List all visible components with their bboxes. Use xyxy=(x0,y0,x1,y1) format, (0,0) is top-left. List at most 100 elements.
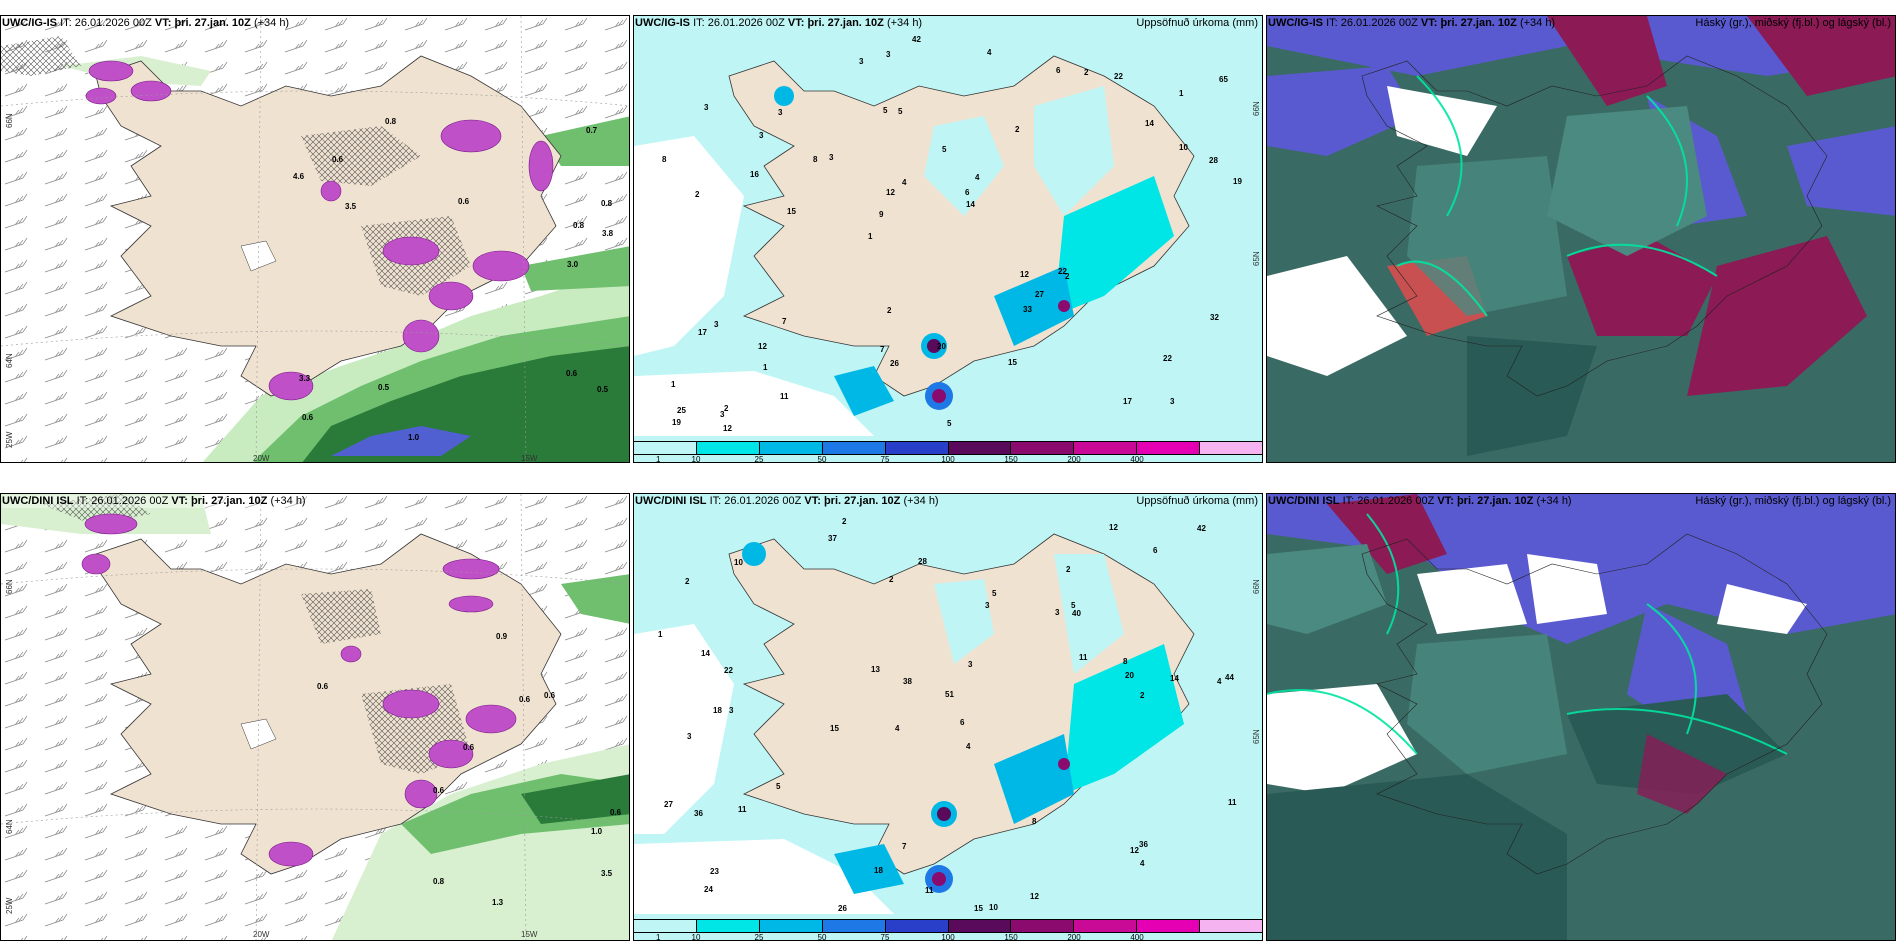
colorbar-swatch xyxy=(885,920,949,932)
value-label: 19 xyxy=(672,418,681,427)
value-label: 2 xyxy=(1066,565,1071,574)
value-label: 2 xyxy=(842,517,847,526)
value-label: 6 xyxy=(1153,546,1158,555)
value-label: 11 xyxy=(780,392,789,401)
colorbar-swatch xyxy=(1011,920,1075,932)
colorbar-label: 1 xyxy=(655,933,661,942)
value-label: 8 xyxy=(662,155,667,164)
vt-value: þri. 27.jan. 10Z xyxy=(1456,495,1534,507)
value-label: 12 xyxy=(1130,846,1139,855)
value-label: 25 xyxy=(677,406,686,415)
colorbar-label: 50 xyxy=(817,455,827,464)
map-dini-precip[interactable]: 2 2 4 4 4 3 2 3 3 3 51 24 37 15 15 10 7 12 11 5 22 18 44 14 27 14… xyxy=(633,493,1263,941)
value-label: 3 xyxy=(829,153,834,162)
colorbar-swatch xyxy=(759,920,823,932)
colorbar-swatch xyxy=(1200,920,1263,932)
value-label: 0.5 xyxy=(378,383,390,392)
value-label: 0.6 xyxy=(610,808,622,817)
value-label: 1 xyxy=(763,363,768,372)
map-dini-clouds[interactable]: UWC/DINI ISL IT: 26.01.2026 00Z VT: þri.… xyxy=(1266,493,1896,941)
colorbar-swatch xyxy=(696,442,760,454)
lead-time: (+34 h) xyxy=(903,495,939,507)
value-label: 16 xyxy=(750,170,759,179)
panel-ig-clouds: UWC/IG-IS IT: 26.01.2026 00Z VT: þri. 27… xyxy=(1266,15,1896,463)
value-label: 4 xyxy=(895,724,900,733)
value-label: 15 xyxy=(830,724,839,733)
it-label: IT: xyxy=(693,17,705,29)
vt-value: þri. 27.jan. 10Z xyxy=(190,495,268,507)
value-label: 14 xyxy=(701,649,710,658)
value-label: 15 xyxy=(974,904,983,913)
value-label: 0.6 xyxy=(332,155,344,164)
value-label: 36 xyxy=(694,809,703,818)
vt-label: VT: xyxy=(804,495,821,507)
colorbar-swatch xyxy=(822,442,886,454)
lat-label-66: 66N xyxy=(1252,579,1261,594)
value-label: 11 xyxy=(925,886,934,895)
iceland-land xyxy=(95,533,562,875)
colorbar-label: 150 xyxy=(1004,455,1018,464)
value-label: 22 xyxy=(724,666,733,675)
it-value: 26.01.2026 00Z xyxy=(1340,17,1418,29)
value-label: 32 xyxy=(1210,313,1219,322)
value-label: 28 xyxy=(918,557,927,566)
value-label: 2 xyxy=(695,190,700,199)
colorbar-swatch xyxy=(1200,442,1263,454)
value-label: 14 xyxy=(966,200,975,209)
value-label: 2 xyxy=(685,577,690,586)
model-name: UWC/DINI ISL xyxy=(1268,495,1340,507)
it-label: IT: xyxy=(1326,17,1338,29)
value-label: 4 xyxy=(966,742,971,751)
value-label: 3 xyxy=(720,410,725,419)
value-label: 12 xyxy=(758,342,767,351)
value-label: 17 xyxy=(698,328,707,337)
value-label: 0.6 xyxy=(458,197,470,206)
value-label: 4.6 xyxy=(293,172,305,181)
value-label: 7 xyxy=(902,842,907,851)
map-ig-clouds[interactable]: UWC/IG-IS IT: 26.01.2026 00Z VT: þri. 27… xyxy=(1266,15,1896,463)
value-label: 2 xyxy=(724,404,729,413)
panel-dini-wind: 0.6 0.6 0.6 1.0 0.8 0.9 0.6 0.6 3.5 1.3 0.6 UWC/DI… xyxy=(0,493,630,941)
panel-ig-precip: 3 2 1 1 2 2 5 5 3 3 1 1 5 4 2 3 3 19 12 10 9 7 12 3 6 7 17 22 22 5 8 16… xyxy=(633,15,1263,464)
it-value: 26.01.2026 00Z xyxy=(707,17,785,29)
value-label: 4 xyxy=(1140,859,1145,868)
value-label: 5 xyxy=(776,782,781,791)
value-label: 3 xyxy=(704,103,709,112)
vt-value: þri. 27.jan. 10Z xyxy=(1440,17,1517,29)
value-label: 19 xyxy=(1233,177,1242,186)
value-label: 3 xyxy=(729,706,734,715)
lead-time: (+34 h) xyxy=(270,495,306,507)
value-label: 12 xyxy=(1030,892,1039,901)
value-label: 3 xyxy=(1170,397,1175,406)
colorbar-swatch xyxy=(948,920,1012,932)
colorbar-label: 100 xyxy=(941,455,955,464)
it-label: IT: xyxy=(76,495,89,507)
colorbar-swatch xyxy=(1011,442,1075,454)
model-name: UWC/DINI ISL xyxy=(635,495,707,507)
value-label: 12 xyxy=(1020,270,1029,279)
value-label: 1 xyxy=(658,630,663,639)
value-label: 0.8 xyxy=(385,117,397,126)
value-label: 3.3 xyxy=(299,374,311,383)
value-label: 38 xyxy=(903,677,912,686)
panel-header: UWC/DINI ISL IT: 26.01.2026 00Z VT: þri.… xyxy=(2,495,322,508)
value-label: 2 xyxy=(1015,125,1020,134)
value-label: 2 xyxy=(1140,691,1145,700)
map-ig-precip[interactable]: 3 2 1 1 2 2 5 5 3 3 1 1 5 4 2 3 3 19 12 10 9 7 12 3 6 7 17 22 22 5 8 16… xyxy=(633,15,1263,463)
model-name: UWC/IG-IS xyxy=(635,17,690,29)
value-label: 4 xyxy=(987,48,992,57)
value-label: 5 xyxy=(898,107,903,116)
it-label: IT: xyxy=(709,495,722,507)
lat-label-25w: 25W xyxy=(5,431,14,448)
colorbar-label: 75 xyxy=(880,455,890,464)
value-label: 0.6 xyxy=(544,691,556,700)
value-label: 26 xyxy=(890,359,899,368)
colorbar-label: 75 xyxy=(880,933,890,942)
colorbar-label: 400 xyxy=(1130,455,1144,464)
map-dini-wind[interactable]: 0.6 0.6 0.6 1.0 0.8 0.9 0.6 0.6 3.5 1.3 0.6 UWC/DI… xyxy=(0,493,630,941)
value-label: 0.6 xyxy=(433,786,445,795)
map-ig-wind[interactable]: 0.6 0.8 0.5 0.6 0.6 0.8 0.8 0.5 0.7 3.5 3.8 4.6 3.0 1… xyxy=(0,15,630,463)
value-label: 3 xyxy=(1055,608,1060,617)
colorbar-swatch xyxy=(1074,920,1138,932)
value-label: 6 xyxy=(965,188,970,197)
